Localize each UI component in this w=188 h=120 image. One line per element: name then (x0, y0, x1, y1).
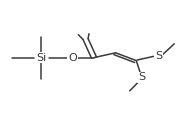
Text: S: S (138, 72, 146, 82)
Text: O: O (68, 53, 77, 63)
Text: S: S (155, 51, 162, 61)
Text: Si: Si (36, 53, 46, 63)
